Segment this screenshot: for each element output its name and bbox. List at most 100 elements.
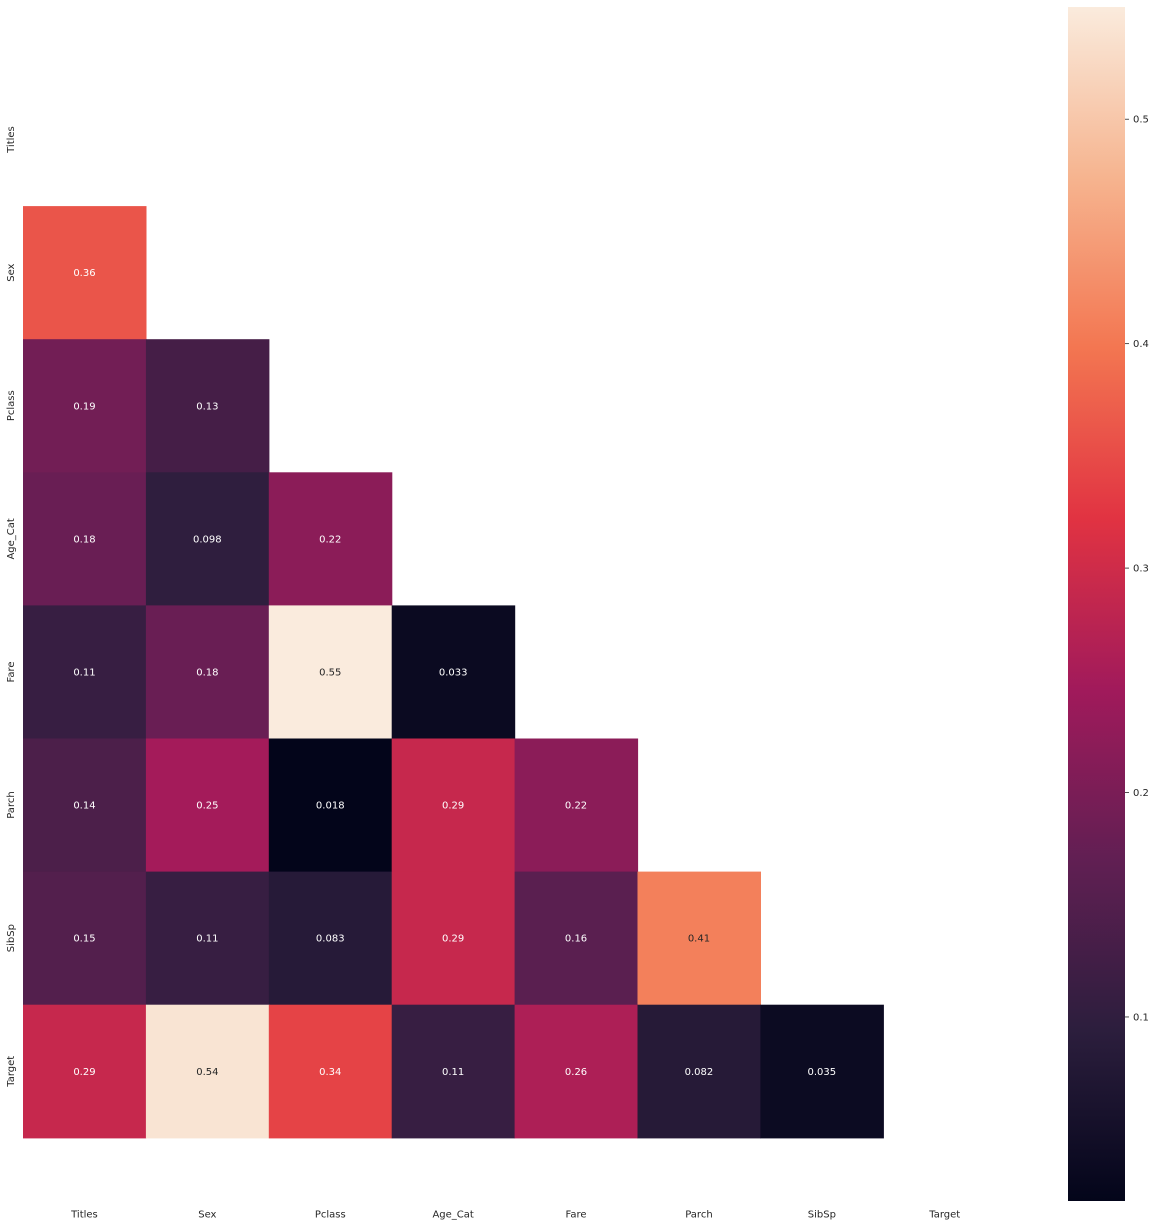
heatmap-cell-rect [637, 871, 761, 1006]
heatmap-cell-rect [145, 605, 270, 740]
x-tick-label-age_cat: Age_Cat [432, 1210, 473, 1221]
y-tick-label-target: Target [6, 1056, 17, 1088]
heatmap-cell-rect [514, 738, 639, 873]
heatmap-cell-age_cat-titles: 0.18 [23, 472, 147, 606]
heatmap-cell-value-label: 0.18 [73, 534, 95, 545]
y-tick-label-fare: Fare [6, 661, 17, 682]
colorbar [1068, 7, 1125, 1201]
colorbar-tick-label: 0.1 [1133, 1012, 1149, 1023]
heatmap-cell-value-label: 0.11 [73, 667, 95, 678]
heatmap-cell-sibsp-sex: 0.11 [145, 871, 270, 1006]
colorbar-tick-label: 0.4 [1133, 339, 1149, 350]
heatmap-cell-value-label: 0.25 [196, 801, 218, 812]
heatmap-cell-value-label: 0.29 [442, 934, 464, 945]
heatmap-cell-age_cat-pclass: 0.22 [268, 472, 393, 606]
heatmap-cell-sibsp-pclass: 0.083 [268, 871, 393, 1006]
heatmap-cell-value-label: 0.34 [319, 1067, 341, 1078]
x-tick-label-sibsp: SibSp [808, 1210, 836, 1221]
heatmap-cell-value-label: 0.36 [73, 268, 95, 279]
heatmap-cell-rect [760, 1004, 884, 1139]
heatmap-cell-value-label: 0.18 [196, 667, 218, 678]
heatmap-cell-value-label: 0.26 [565, 1067, 587, 1078]
heatmap-cell-value-label: 0.22 [319, 534, 341, 545]
y-axis-tick-labels: Titles Sex Pclass Age_Cat Fare Parch SibSp Targ… [6, 126, 17, 1087]
x-tick-label-parch: Parch [685, 1210, 712, 1221]
heatmap-cell-rect [23, 738, 147, 873]
heatmap-cell-sibsp-age_cat: 0.29 [391, 871, 516, 1006]
heatmap-cell-value-label: 0.14 [73, 801, 95, 812]
y-tick-label-sex: Sex [6, 263, 17, 281]
heatmap-cell-value-label: 0.083 [316, 934, 345, 945]
heatmap-cell-pclass-titles: 0.19 [23, 339, 147, 473]
heatmap-cell-value-label: 0.11 [196, 934, 218, 945]
colorbar-tick-label: 0.5 [1133, 115, 1149, 126]
heatmap-cell-target-parch: 0.082 [637, 1004, 761, 1139]
heatmap-cell-pclass-sex: 0.13 [145, 339, 270, 473]
x-axis-tick-labels: Titles Sex Pclass Age_Cat Fare Parch SibSp Targ… [70, 1210, 960, 1221]
heatmap-cell-rect [145, 339, 270, 473]
heatmap-cell-rect [268, 1004, 393, 1139]
heatmap-cell-value-label: 0.22 [565, 801, 587, 812]
heatmap-cell-rect [23, 1004, 147, 1139]
heatmap-cell-value-label: 0.018 [316, 801, 345, 812]
heatmap-cell-target-pclass: 0.34 [268, 1004, 393, 1139]
colorbar-tick-label: 0.2 [1133, 788, 1149, 799]
heatmap-cell-fare-titles: 0.11 [23, 605, 147, 740]
heatmap-cell-rect [637, 1004, 761, 1139]
heatmap-cell-value-label: 0.55 [319, 667, 341, 678]
heatmap-cell-parch-pclass: 0.018 [268, 738, 393, 873]
heatmap-cell-parch-fare: 0.22 [514, 738, 639, 873]
heatmap-cell-rect [145, 1004, 270, 1139]
y-tick-label-age_cat: Age_Cat [6, 518, 17, 559]
heatmap-cell-value-label: 0.033 [439, 667, 468, 678]
heatmap-cell-sibsp-titles: 0.15 [23, 871, 147, 1006]
heatmap-cell-target-titles: 0.29 [23, 1004, 147, 1139]
heatmap-cell-target-fare: 0.26 [514, 1004, 639, 1139]
heatmap-cells: 0.36 0.19 0.13 0.18 0.098 0.22 0.11 0.18 0.55 0.0… [23, 206, 884, 1139]
heatmap-cell-value-label: 0.082 [685, 1067, 714, 1078]
y-tick-label-titles: Titles [6, 126, 17, 154]
heatmap-cell-value-label: 0.41 [688, 934, 710, 945]
heatmap-cell-rect [268, 605, 393, 740]
heatmap-cell-parch-age_cat: 0.29 [391, 738, 516, 873]
y-tick-label-pclass: Pclass [6, 390, 17, 421]
x-tick-label-fare: Fare [566, 1210, 587, 1221]
heatmap-cell-target-sibsp: 0.035 [760, 1004, 884, 1139]
heatmap-cell-value-label: 0.54 [196, 1067, 218, 1078]
heatmap-cell-rect [23, 605, 147, 740]
heatmap-cell-rect [391, 605, 516, 740]
x-tick-label-titles: Titles [70, 1210, 98, 1221]
heatmap-cell-rect [268, 871, 393, 1006]
heatmap-cell-rect [268, 738, 393, 873]
x-tick-label-target: Target [928, 1210, 960, 1221]
heatmap-cell-rect [391, 871, 516, 1006]
heatmap-cell-value-label: 0.098 [193, 534, 222, 545]
heatmap-cell-fare-pclass: 0.55 [268, 605, 393, 740]
heatmap-cell-value-label: 0.13 [196, 401, 218, 412]
heatmap-cell-rect [23, 206, 147, 340]
colorbar-gradient [1068, 7, 1125, 1201]
heatmap-cell-age_cat-sex: 0.098 [145, 472, 270, 606]
heatmap-cell-sex-titles: 0.36 [23, 206, 147, 340]
heatmap-cell-rect [145, 472, 270, 606]
heatmap-cell-value-label: 0.035 [808, 1067, 837, 1078]
heatmap-cell-rect [514, 871, 639, 1006]
heatmap-cell-rect [391, 738, 516, 873]
colorbar-tick-labels: 0.1 0.2 0.3 0.4 0.5 [1125, 115, 1149, 1023]
heatmap-cell-parch-titles: 0.14 [23, 738, 147, 873]
heatmap-cell-value-label: 0.29 [442, 801, 464, 812]
heatmap-cell-fare-age_cat: 0.033 [391, 605, 516, 740]
heatmap-cell-value-label: 0.19 [73, 401, 95, 412]
y-tick-label-parch: Parch [6, 791, 17, 818]
heatmap-cell-value-label: 0.16 [565, 934, 587, 945]
y-tick-label-sibsp: SibSp [6, 924, 17, 952]
heatmap-cell-value-label: 0.29 [73, 1067, 95, 1078]
heatmap-cell-rect [514, 1004, 639, 1139]
heatmap-cell-value-label: 0.15 [73, 934, 95, 945]
heatmap-cell-rect [23, 339, 147, 473]
heatmap-cell-rect [268, 472, 393, 606]
heatmap-cell-target-sex: 0.54 [145, 1004, 270, 1139]
heatmap-cell-parch-sex: 0.25 [145, 738, 270, 873]
